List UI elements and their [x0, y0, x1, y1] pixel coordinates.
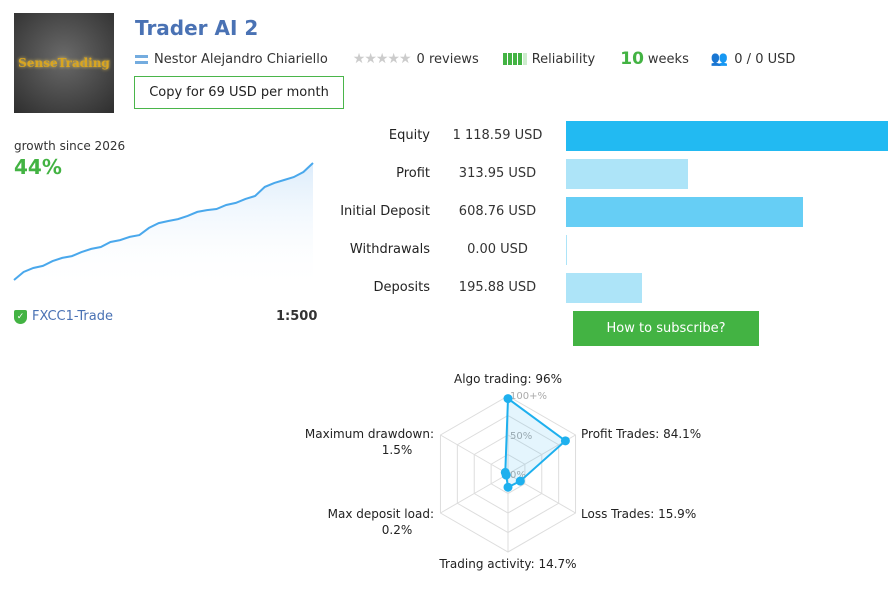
growth-value: 44% — [14, 155, 62, 179]
signal-meta: Nestor Alejandro Chiariello ★★★★★ 0 revi… — [135, 49, 795, 69]
radar-point — [560, 436, 570, 446]
radar-point — [515, 476, 525, 486]
radar-tick-label: 100+% — [510, 391, 547, 402]
stat-label: Equity — [388, 128, 430, 143]
stat-value: 608.76 USD — [458, 204, 537, 219]
rating-stars-icon: ★★★★★ — [352, 51, 412, 67]
page-title[interactable]: Trader AI 2 — [135, 16, 259, 40]
stat-bar — [566, 197, 803, 227]
radar-chart: 100+% 50% 0% Algo trading: 96% Profit Trades… — [305, 372, 701, 571]
leverage: 1:500 — [276, 309, 318, 324]
stat-label: Profit — [396, 166, 430, 181]
radar-tick-label: 0% — [510, 470, 526, 481]
radar-axis-value: 1.5% — [382, 443, 413, 457]
growth-line — [13, 162, 314, 281]
stat-label: Withdrawals — [349, 242, 430, 257]
broker-link[interactable]: FXCC1-Trade — [32, 309, 113, 324]
stat-value: 313.95 USD — [458, 166, 537, 181]
radar-axis — [440, 473, 509, 514]
growth-area — [14, 163, 313, 290]
stat-bar — [566, 159, 688, 189]
radar-axis — [440, 434, 509, 475]
reliability-label: Reliability — [531, 51, 596, 67]
radar-axis-label: Algo trading: 96% — [454, 372, 562, 386]
radar-point — [500, 467, 510, 477]
growth-chart — [13, 162, 314, 290]
how-to-subscribe-button[interactable]: How to subscribe? — [573, 311, 759, 346]
subscribers-value: 0 / 0 USD — [734, 51, 796, 67]
radar-axis-label: Maximum drawdown: — [305, 427, 434, 441]
verified-shield-icon: ✓ — [14, 309, 27, 324]
radar-point — [503, 482, 513, 492]
strategy-logo: SenseTrading — [14, 13, 114, 113]
stat-value: 195.88 USD — [458, 280, 537, 295]
radar-tick-label: 50% — [510, 431, 532, 442]
radar-axis-label: Max deposit load: — [328, 507, 434, 521]
radar-axis-label: Loss Trades: 15.9% — [581, 507, 696, 521]
stat-bar — [566, 121, 888, 151]
reliability-bars-icon — [502, 53, 527, 65]
stat-bar — [566, 235, 567, 265]
copy-button[interactable]: Copy for 69 USD per month — [134, 76, 344, 109]
subscribers-icon: 👥 — [710, 51, 729, 67]
author-link[interactable]: Nestor Alejandro Chiariello — [154, 51, 328, 67]
broker: ✓ FXCC1-Trade — [14, 309, 113, 324]
radar-axis-value: 0.2% — [382, 523, 413, 537]
stat-value: 0.00 USD — [467, 242, 528, 257]
weeks-value: 10 — [620, 49, 644, 69]
stat-value: 1 118.59 USD — [452, 128, 543, 143]
radar-axis-label: Trading activity: 14.7% — [438, 557, 576, 571]
growth-label: growth since 2026 — [14, 139, 126, 153]
logo-text: SenseTrading — [18, 56, 110, 70]
reviews-link[interactable]: 0 reviews — [416, 51, 479, 67]
argentina-flag-icon — [135, 54, 148, 64]
stat-bar — [566, 273, 643, 303]
weeks-label: weeks — [647, 51, 689, 67]
stat-label: Deposits — [373, 280, 430, 295]
radar-axis-label: Profit Trades: 84.1% — [581, 427, 701, 441]
radar-point — [503, 394, 513, 404]
stat-label: Initial Deposit — [340, 204, 430, 219]
